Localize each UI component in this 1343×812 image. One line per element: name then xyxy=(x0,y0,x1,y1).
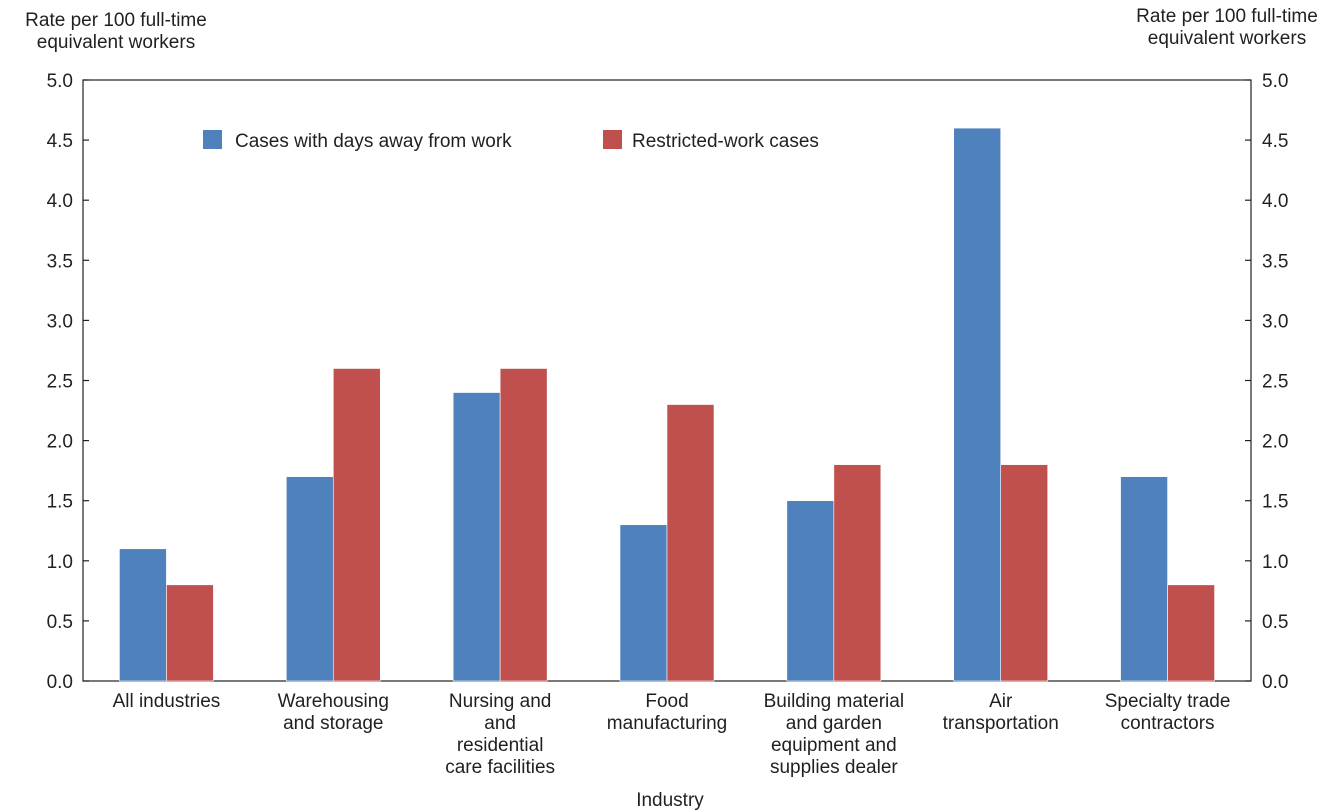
y-tick-label-left: 3.0 xyxy=(47,311,73,332)
legend-label: Cases with days away from work xyxy=(235,131,512,152)
bar-days-away xyxy=(119,548,167,682)
bar-restricted-work xyxy=(332,368,381,682)
x-tick-label: All industries xyxy=(113,691,221,712)
x-tick-label: care facilities xyxy=(445,757,555,778)
y-axis-label-right-line: Rate per 100 full-time xyxy=(1136,6,1318,27)
y-tick-label-right: 3.5 xyxy=(1262,251,1288,272)
x-tick-label: and storage xyxy=(283,713,383,734)
x-tick-label: residential xyxy=(457,735,544,756)
y-tick-label-left: 4.0 xyxy=(47,191,73,212)
x-axis-label: Industry xyxy=(636,790,704,811)
y-tick-label-left: 0.5 xyxy=(47,612,73,633)
bar-restricted-work xyxy=(1167,584,1215,682)
y-tick-label-left: 2.5 xyxy=(47,372,73,393)
y-tick-label-left: 4.5 xyxy=(47,131,73,152)
x-tick-label: supplies dealer xyxy=(770,757,898,778)
x-tick-label: and xyxy=(484,713,516,734)
x-tick-label: Specialty trade xyxy=(1105,691,1231,712)
x-tick-label: and garden xyxy=(786,713,882,734)
y-tick-label-right: 4.5 xyxy=(1262,131,1288,152)
y-tick-label-right: 3.0 xyxy=(1262,311,1288,332)
bar-restricted-work xyxy=(1000,464,1049,682)
y-tick-label-left: 3.5 xyxy=(47,251,73,272)
y-axis-ticks: 0.0 0.0 0.5 0.5 1.0 1.0 1.5 1.5 2.0 2.0 2.5 2.5 3.0 3… xyxy=(47,71,1289,693)
y-tick-label-right: 5.0 xyxy=(1262,71,1288,92)
y-axis-label-right-line: equivalent workers xyxy=(1148,28,1306,49)
y-axis-label-left-line: Rate per 100 full-time xyxy=(25,10,207,31)
legend-swatch xyxy=(203,130,222,149)
y-tick-label-right: 4.0 xyxy=(1262,191,1288,212)
x-tick-label: transportation xyxy=(943,713,1059,734)
bar-days-away xyxy=(1120,476,1168,682)
x-tick-label: Air xyxy=(989,691,1013,712)
legend-label: Restricted-work cases xyxy=(632,131,819,152)
x-tick-label: equipment and xyxy=(771,735,897,756)
y-tick-label-left: 1.0 xyxy=(47,552,73,573)
y-tick-label-right: 0.5 xyxy=(1262,612,1288,633)
bar-days-away xyxy=(786,500,835,682)
bar-days-away xyxy=(285,476,334,682)
x-tick-label: manufacturing xyxy=(607,713,727,734)
y-axis-label-left-line: equivalent workers xyxy=(37,32,195,53)
legend: Cases with days away from work Restricted… xyxy=(203,130,819,152)
y-tick-label-left: 1.5 xyxy=(47,492,73,513)
bar-restricted-work xyxy=(666,404,715,682)
x-tick-label: Food xyxy=(645,691,688,712)
x-tick-label: Warehousing xyxy=(278,691,389,712)
x-tick-label: Building material xyxy=(764,691,904,712)
y-tick-label-left: 5.0 xyxy=(47,71,73,92)
y-tick-label-left: 0.0 xyxy=(47,672,73,693)
bar-restricted-work xyxy=(499,368,548,682)
y-tick-label-right: 1.5 xyxy=(1262,492,1288,513)
bar-restricted-work xyxy=(166,584,214,682)
y-tick-label-right: 0.0 xyxy=(1262,672,1288,693)
x-tick-label: contractors xyxy=(1121,713,1215,734)
bar-days-away xyxy=(619,524,668,682)
bars xyxy=(119,127,1215,682)
legend-swatch xyxy=(603,130,622,149)
y-tick-label-left: 2.0 xyxy=(47,432,73,453)
bar-days-away xyxy=(452,392,501,682)
bar-restricted-work xyxy=(833,464,882,682)
y-tick-label-right: 1.0 xyxy=(1262,552,1288,573)
y-tick-label-right: 2.0 xyxy=(1262,432,1288,453)
x-tick-label: Nursing and xyxy=(449,691,551,712)
bar-days-away xyxy=(953,127,1002,682)
y-tick-label-right: 2.5 xyxy=(1262,372,1288,393)
